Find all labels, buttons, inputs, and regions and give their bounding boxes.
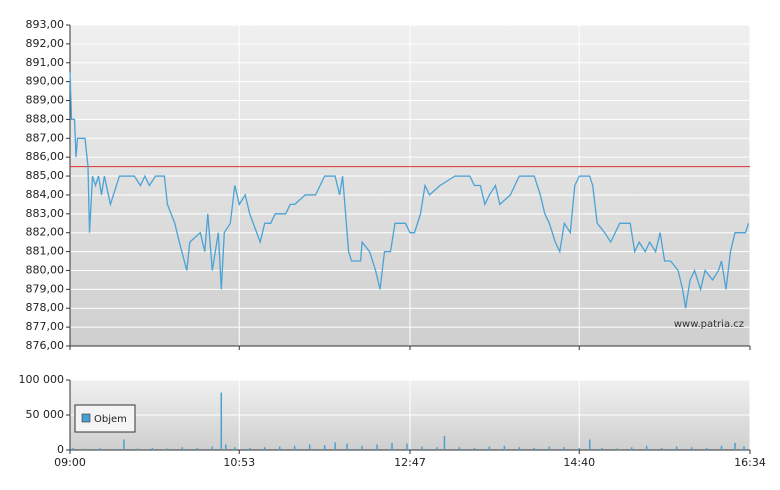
y-tick-label: 893,00: [26, 18, 65, 31]
y-tick-label: 884,00: [26, 188, 65, 201]
y-tick-label: 885,00: [26, 169, 65, 182]
volume-bar: [376, 444, 378, 450]
volume-bar: [225, 444, 227, 450]
y-tick-label: 886,00: [26, 150, 65, 163]
volume-bar: [743, 446, 745, 450]
volume-bar: [488, 446, 491, 450]
watermark: www.patria.cz: [674, 319, 744, 330]
volume-bar: [196, 447, 199, 450]
volume-bar: [248, 447, 251, 450]
volume-bar: [293, 445, 296, 450]
volume-bar: [361, 445, 363, 450]
y-tick-label: 883,00: [26, 207, 65, 220]
volume-bar: [734, 443, 736, 450]
volume-bar: [181, 447, 184, 450]
y-tick-label: 877,00: [26, 320, 65, 333]
y-tick-label: 880,00: [26, 263, 65, 276]
volume-bar: [211, 446, 214, 450]
volume-bar: [600, 447, 603, 450]
volume-bar: [421, 446, 423, 450]
volume-bar: [630, 447, 633, 450]
volume-bar: [220, 392, 223, 450]
volume-bar: [548, 446, 551, 450]
legend-label: Objem: [94, 414, 127, 425]
y-tick-label: 878,00: [26, 301, 65, 314]
y-tick-label: 100 000: [19, 373, 65, 386]
x-tick-label: 14:40: [563, 456, 595, 469]
x-tick-label: 12:47: [394, 456, 426, 469]
y-tick-label: 879,00: [26, 282, 65, 295]
volume-bar: [151, 447, 154, 450]
y-tick-label: 892,00: [26, 37, 65, 50]
volume-bar: [308, 444, 311, 450]
x-tick-label: 09:00: [54, 456, 86, 469]
volume-bar: [346, 443, 348, 450]
volume-bar: [334, 442, 336, 450]
volume-bar: [166, 448, 169, 450]
y-tick-label: 889,00: [26, 94, 65, 107]
volume-bar: [443, 436, 446, 450]
volume-bar: [406, 443, 408, 450]
volume-bar: [234, 447, 236, 450]
volume-bar: [391, 443, 393, 450]
y-tick-label: 890,00: [26, 75, 65, 88]
volume-bar: [518, 447, 521, 450]
volume-bar: [323, 445, 326, 450]
volume-bar: [720, 445, 723, 450]
volume-bar: [615, 448, 618, 450]
volume-bar: [473, 447, 476, 450]
volume-bar: [563, 447, 566, 450]
volume-bar: [436, 447, 438, 450]
x-tick-label: 16:34: [734, 456, 766, 469]
y-tick-label: 876,00: [26, 339, 65, 352]
volume-bar: [588, 439, 591, 450]
volume-bar: [705, 447, 708, 450]
y-tick-label: 891,00: [26, 56, 65, 69]
volume-bar: [278, 446, 281, 450]
volume-bar: [114, 448, 116, 450]
volume-bar: [458, 447, 461, 450]
volume-bar: [72, 447, 74, 450]
legend-swatch: [81, 413, 91, 423]
y-tick-label: 882,00: [26, 226, 65, 239]
volume-bar: [263, 447, 266, 450]
price-line: [69, 72, 750, 309]
volume-bar: [99, 448, 101, 450]
volume-bar: [690, 447, 693, 450]
y-tick-label: 881,00: [26, 245, 65, 258]
volume-bar: [136, 448, 139, 450]
volume-bar: [645, 445, 648, 450]
y-tick-label: 888,00: [26, 112, 65, 125]
volume-bar: [578, 447, 581, 450]
volume-bar: [533, 447, 536, 450]
volume-bar: [503, 445, 506, 450]
y-tick-label: 0: [57, 443, 64, 456]
volume-bar: [84, 448, 86, 450]
x-tick-label: 10:53: [223, 456, 255, 469]
y-tick-label: 887,00: [26, 131, 65, 144]
volume-bar: [123, 439, 125, 450]
y-tick-label: 50 000: [26, 408, 65, 421]
volume-bar: [675, 446, 678, 450]
volume-bar: [660, 447, 663, 450]
